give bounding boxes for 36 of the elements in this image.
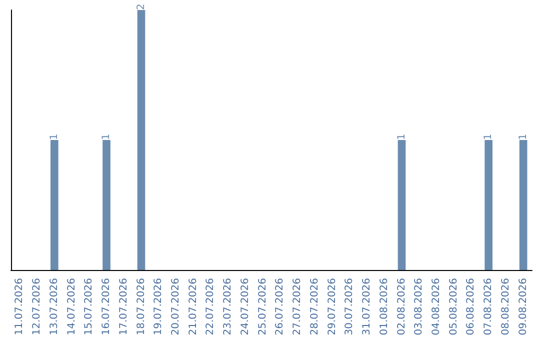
data-label: 1 — [483, 134, 494, 140]
x-tick-label: 03.08.2026 — [414, 278, 425, 336]
x-tick-label: 30.07.2026 — [344, 278, 356, 336]
x-tick-label: 26.07.2026 — [274, 278, 286, 336]
x-tick-label: 07.08.2026 — [483, 278, 494, 336]
x-tick-label: 05.08.2026 — [448, 278, 460, 336]
x-tick-label: 20.07.2026 — [170, 278, 182, 336]
x-tick-label: 17.07.2026 — [118, 278, 130, 336]
data-label: 1 — [101, 134, 112, 140]
x-tick-label: 09.08.2026 — [518, 278, 529, 336]
x-tick-label: 31.07.2026 — [362, 278, 373, 336]
x-tick-label: 23.07.2026 — [222, 278, 234, 336]
x-tick-label: 04.08.2026 — [430, 278, 442, 336]
x-tick-label: 14.07.2026 — [66, 278, 78, 336]
data-label: 1 — [396, 134, 408, 140]
data-label: 1 — [48, 134, 60, 140]
x-tick-label: 01.08.2026 — [378, 278, 390, 336]
x-tick-label: 24.07.2026 — [240, 278, 251, 336]
x-tick-label: 11.07.2026 — [14, 278, 26, 336]
x-tick-label: 16.07.2026 — [101, 278, 112, 336]
data-label: 2 — [136, 4, 147, 10]
x-tick-label: 29.07.2026 — [326, 278, 338, 336]
x-tick-label: 15.07.2026 — [84, 278, 95, 336]
x-tick-label: 27.07.2026 — [292, 278, 304, 336]
x-tick-label: 02.08.2026 — [396, 278, 408, 336]
x-tick-label: 13.07.2026 — [48, 278, 60, 336]
x-tick-label: 22.07.2026 — [205, 278, 216, 336]
x-tick-label: 21.07.2026 — [188, 278, 199, 336]
x-tick-label: 28.07.2026 — [309, 278, 320, 336]
x-tick-label: 19.07.2026 — [153, 278, 164, 336]
x-tick-label: 06.08.2026 — [466, 278, 477, 336]
x-tick-label: 12.07.2026 — [32, 278, 43, 336]
data-label: 1 — [518, 134, 529, 140]
x-tick-label: 08.08.2026 — [500, 278, 512, 336]
x-tick-label: 18.07.2026 — [136, 278, 147, 336]
x-tick-label: 25.07.2026 — [257, 278, 268, 336]
